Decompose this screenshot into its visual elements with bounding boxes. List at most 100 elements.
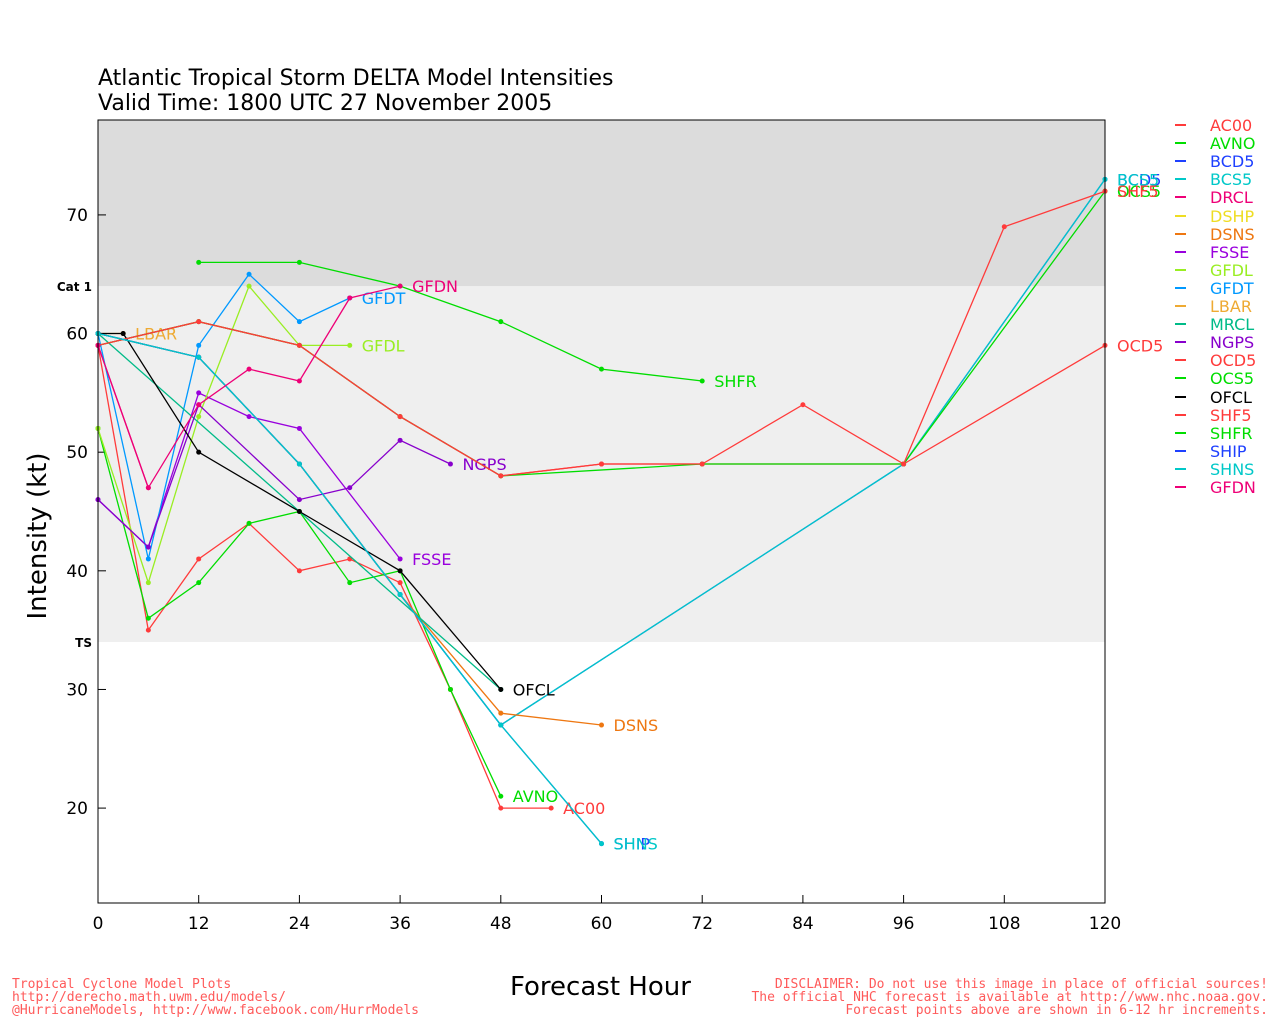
data-point-shf5	[800, 402, 806, 408]
y-tick-label: 50	[66, 443, 88, 463]
legend-label: LBAR	[1210, 297, 1252, 316]
series-end-label: BCD5	[1117, 170, 1161, 189]
x-tick-label: 72	[691, 914, 713, 934]
data-point-ac00	[145, 627, 151, 633]
x-tick-label: 48	[490, 914, 512, 934]
data-point-ofcl	[196, 449, 202, 455]
legend-label: MRCL	[1210, 315, 1255, 335]
legend-swatch	[1175, 178, 1186, 181]
data-point-shns	[296, 461, 302, 467]
data-point-gfdn	[296, 378, 302, 384]
x-tick-label: 108	[988, 914, 1020, 934]
legend-swatch	[1175, 395, 1186, 398]
legend-label: OFCL	[1210, 387, 1252, 407]
footer-credit-line: Tropical Cyclone Model Plots	[12, 977, 232, 992]
data-point-gfdn	[145, 485, 151, 491]
series-end-label: DSNS	[614, 716, 659, 735]
chart-title: Atlantic Tropical Storm DELTA Model Inte…	[98, 66, 614, 91]
data-point-shf5	[397, 414, 403, 420]
data-point-shfr	[599, 366, 604, 372]
series-end-label: GFDN	[412, 277, 458, 296]
data-point-dsns	[498, 710, 504, 716]
data-point-avno	[498, 793, 504, 799]
legend-label: AVNO	[1210, 134, 1256, 154]
legend-label: DSNS	[1210, 224, 1255, 244]
series-end-label: SHNS	[614, 835, 658, 854]
series-line-shfr	[198, 261, 703, 382]
legend-label: BCD5	[1210, 152, 1255, 172]
y-tick-label: 40	[66, 562, 88, 582]
legend-label: NGPS	[1210, 333, 1255, 353]
data-point-ngps	[347, 485, 353, 491]
series-end-label: OCD5	[1117, 336, 1163, 355]
data-point-ngps	[397, 437, 403, 443]
data-point-shfr	[196, 259, 202, 265]
data-point-ofcl	[120, 331, 126, 337]
x-tick-label: 36	[389, 914, 411, 934]
footer-credit-link[interactable]: @HurricaneModels, http://www.facebook.co…	[12, 1003, 419, 1018]
series-end-label: GFDL	[362, 336, 405, 355]
series-end-label: OCS5	[1117, 182, 1161, 201]
data-point-shf5	[296, 342, 302, 348]
band-label: TS	[75, 636, 92, 650]
legend-swatch	[1175, 467, 1186, 470]
data-point-gfdn	[397, 283, 403, 289]
data-point-ngps	[296, 497, 302, 503]
data-point-avno	[246, 520, 252, 526]
series-end-label: BCS5	[1117, 170, 1159, 189]
data-point-shns	[599, 841, 604, 847]
legend-swatch	[1175, 413, 1186, 416]
x-tick-label: 12	[188, 914, 210, 934]
x-tick-label: 60	[591, 914, 613, 934]
legend-swatch	[1175, 250, 1186, 253]
data-point-shfr	[699, 378, 705, 384]
legend-swatch	[1175, 124, 1186, 126]
legend-label: SHFR	[1210, 423, 1253, 443]
x-tick-label: 24	[289, 914, 311, 934]
legend-label: BCS5	[1210, 170, 1253, 190]
data-point-shns	[498, 722, 504, 728]
data-point-shns	[196, 354, 202, 360]
chart-subtitle: Valid Time: 1800 UTC 27 November 2005	[98, 91, 553, 116]
data-point-gfdn	[196, 402, 202, 408]
data-point-gfdl	[196, 414, 202, 420]
data-point-shf5	[901, 461, 907, 467]
data-point-gfdn	[246, 366, 252, 372]
data-point-ac00	[397, 580, 403, 586]
data-point-fsse	[397, 556, 403, 562]
data-point-shf5	[1001, 224, 1007, 230]
data-point-ofcl	[498, 686, 504, 692]
legend-label: DRCL	[1210, 188, 1253, 208]
legend-label: GFDL	[1210, 260, 1253, 280]
data-point-ac00	[548, 805, 554, 811]
footer-credit-link[interactable]: http://derecho.math.uwm.edu/models/	[12, 990, 286, 1005]
legend-swatch	[1175, 341, 1186, 344]
data-point-shf5	[498, 473, 504, 479]
intensity-band	[98, 120, 1105, 287]
legend-swatch	[1175, 486, 1186, 488]
series-line-ofcl	[98, 332, 502, 690]
data-point-ofcl	[397, 568, 403, 574]
footer-disclaimer: DISCLAIMER: Do not use this image in pla…	[751, 978, 1268, 1017]
data-point-shfr	[498, 319, 504, 325]
legend-swatch	[1175, 323, 1186, 326]
data-point-gfdn	[347, 295, 353, 301]
legend-swatch	[1175, 286, 1186, 289]
legend-swatch	[1175, 359, 1186, 362]
legend-label: SHNS	[1210, 459, 1255, 479]
y-tick-label: 70	[66, 206, 88, 226]
data-point-ngps	[447, 461, 453, 467]
legend-label: FSSE	[1210, 242, 1250, 262]
legend-label: OCS5	[1210, 369, 1255, 389]
data-point-shfr	[296, 259, 302, 265]
data-point-avno	[447, 686, 453, 692]
band-label: Cat 1	[57, 280, 92, 294]
series-end-label: AC00	[563, 799, 605, 818]
data-point-shf5	[599, 461, 604, 467]
data-point-avno	[347, 580, 353, 586]
data-point-gfdt	[246, 271, 252, 277]
x-axis-label: Forecast Hour	[510, 972, 691, 1002]
series-line-gfdt	[97, 273, 351, 560]
series-line-shns	[97, 332, 602, 845]
